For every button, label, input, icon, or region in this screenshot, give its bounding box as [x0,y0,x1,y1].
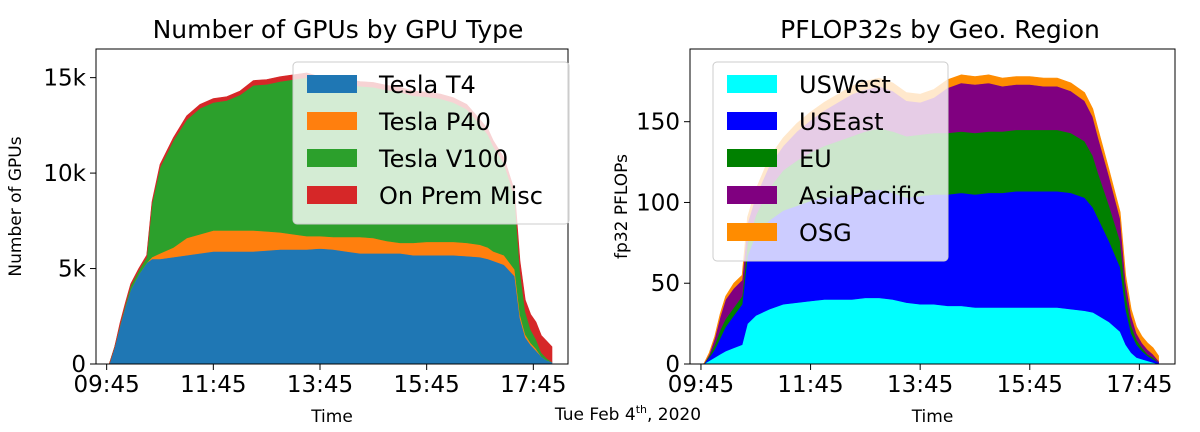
figure-caption: Tue Feb 4th, 2020 [554,403,701,425]
x-tick-label: 15:45 [997,372,1063,398]
legend-box [292,61,570,225]
legend: Tesla T4 Tesla P40 Tesla V100 On Prem Misc [292,61,570,225]
caption-main: Tue Feb 4 [554,405,636,425]
legend-swatch-eu [727,149,777,167]
y-tick-label: 100 [636,190,680,216]
legend-box [712,61,949,262]
x-tick-label: 09:45 [74,372,140,398]
legend-swatch-tesla-v100 [307,149,357,167]
legend-swatch-tesla-t4 [307,75,357,93]
y-tick-label: 15k [43,66,86,92]
x-tick-label: 15:45 [394,372,460,398]
legend-label-on-prem-misc: On Prem Misc [379,182,543,210]
geo-region-panel: PFLOP32s by Geo. Region 0 50 100 150 09:45 11:… [612,15,1176,427]
legend-label-osg: OSG [799,219,852,247]
legend-swatch-uswest [727,75,777,93]
caption-superscript: th [636,403,647,416]
legend-label-uswest: USWest [799,71,891,99]
legend-swatch-asiapacific [727,186,777,204]
legend-swatch-tesla-p40 [307,112,357,130]
y-tick-label: 10k [43,161,86,187]
y-axis-label: Number of GPUs [6,136,26,276]
chart-title: PFLOP32s by Geo. Region [780,15,1100,44]
y-tick-label: 5k [58,257,87,283]
legend-label-tesla-t4: Tesla T4 [378,71,476,99]
x-tick-label: 13:45 [287,372,353,398]
legend-swatch-on-prem-misc [307,186,357,204]
x-tick-label: 17:45 [1106,372,1172,398]
legend-label-asiapacific: AsiaPacific [799,182,926,210]
x-tick-label: 09:45 [668,372,734,398]
gpu-type-panel: Number of GPUs by GPU Type 0 5k 10k 15k 09:45… [6,15,570,427]
series-area-on-prem-misc [109,72,553,365]
x-tick-label: 13:45 [887,372,953,398]
x-tick-label: 17:45 [500,372,566,398]
x-axis-label: Time [310,407,353,427]
chart-title: Number of GPUs by GPU Type [153,15,524,44]
legend-label-useast: USEast [799,108,884,136]
y-tick-label: 0 [71,352,86,378]
caption-tail: , 2020 [647,405,701,425]
y-axis-label: fp32 PFLOPs [612,154,632,259]
y-tick-label: 0 [665,352,680,378]
y-tick-label: 150 [636,110,680,136]
series-area-tesla-t4 [108,248,553,365]
x-tick-label: 11:45 [180,372,246,398]
x-tick-label: 11:45 [777,372,843,398]
legend-label-tesla-p40: Tesla P40 [378,108,491,136]
legend-label-eu: EU [799,145,832,173]
y-tick-label: 50 [651,271,680,297]
legend-label-tesla-v100: Tesla V100 [378,145,508,173]
legend-swatch-osg [727,223,777,241]
x-axis-label: Time [911,407,954,427]
legend-swatch-useast [727,112,777,130]
legend: USWest USEast EU AsiaPacific OSG [712,61,949,262]
plot-frame [689,48,1176,365]
